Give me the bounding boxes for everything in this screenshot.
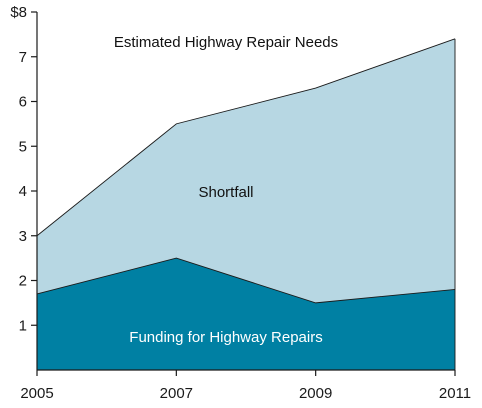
x-tick-label: 2005	[20, 385, 53, 402]
x-tick-label: 2011	[439, 385, 471, 402]
y-tick-label: $8	[10, 4, 27, 21]
annotation-funding: Funding for Highway Repairs	[129, 329, 322, 346]
chart-ticks: 1 2 3 4 5 6 7 $8 2005 2007 2009 2011	[10, 4, 471, 402]
y-tick-label: 2	[19, 273, 27, 290]
y-tick-label: 6	[19, 94, 27, 111]
x-tick-label: 2007	[160, 385, 193, 402]
y-tick-label: 7	[19, 49, 27, 66]
line-needs	[36, 38, 456, 237]
y-tick-label: 3	[19, 228, 27, 245]
annotation-needs: Estimated Highway Repair Needs	[114, 34, 338, 51]
line-funding	[36, 257, 456, 304]
x-tick-label: 2009	[299, 385, 332, 402]
annotation-shortfall: Shortfall	[198, 184, 253, 201]
y-tick-label: 4	[19, 183, 27, 200]
y-tick-label: 5	[19, 138, 27, 155]
chart-areas	[37, 38, 455, 370]
area-funding	[37, 258, 455, 370]
chart-lines	[36, 38, 456, 370]
y-tick-label: 1	[19, 317, 27, 334]
